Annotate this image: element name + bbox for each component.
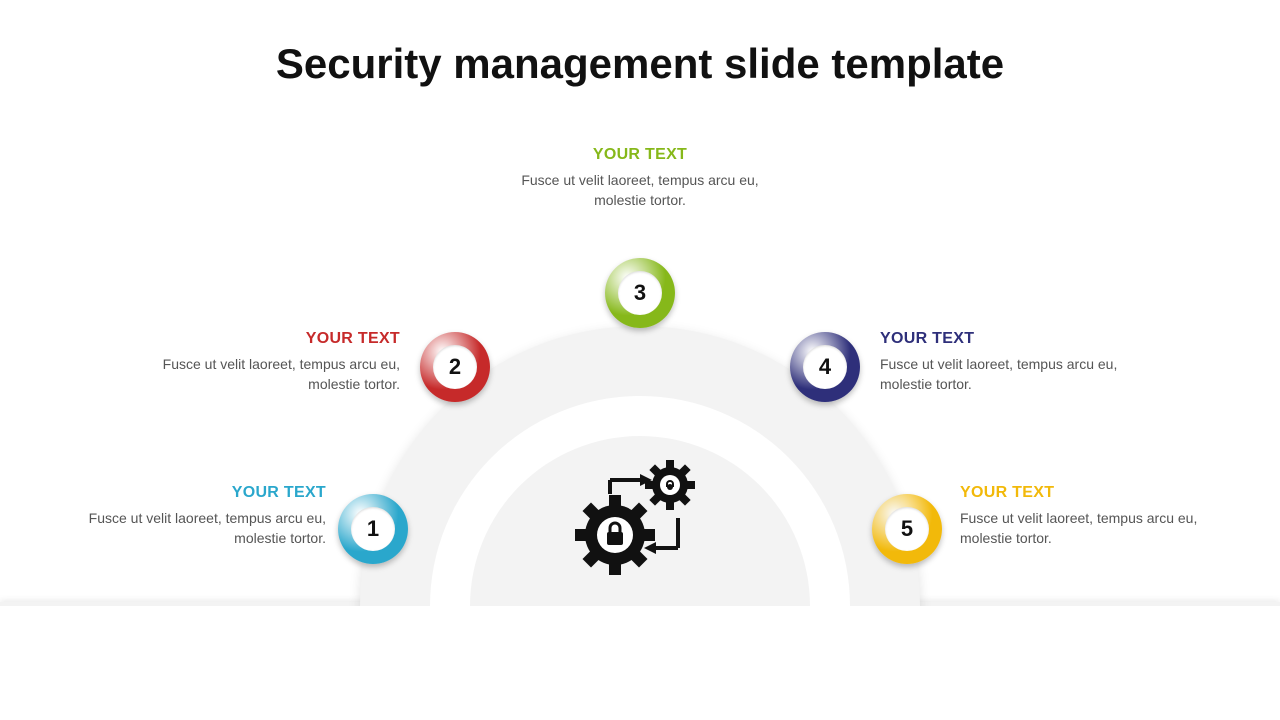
step-body: Fusce ut velit laoreet, tempus arcu eu, … — [960, 508, 1220, 549]
step-number: 5 — [885, 507, 929, 551]
step-text-1: YOUR TEXT Fusce ut velit laoreet, tempus… — [66, 484, 326, 549]
slide-root: Security management slide template — [0, 0, 1280, 720]
step-number: 2 — [433, 345, 477, 389]
step-body: Fusce ut velit laoreet, tempus arcu eu, … — [880, 354, 1140, 395]
step-node-3: 3 — [605, 258, 675, 328]
step-heading: YOUR TEXT — [66, 484, 326, 502]
step-node-2: 2 — [420, 332, 490, 402]
step-node-4: 4 — [790, 332, 860, 402]
step-body: Fusce ut velit laoreet, tempus arcu eu, … — [66, 508, 326, 549]
arc-mask — [0, 606, 1280, 720]
step-node-5: 5 — [872, 494, 942, 564]
step-heading: YOUR TEXT — [960, 484, 1220, 502]
step-number: 4 — [803, 345, 847, 389]
step-heading: YOUR TEXT — [510, 146, 770, 164]
step-body: Fusce ut velit laoreet, tempus arcu eu, … — [140, 354, 400, 395]
step-number: 1 — [351, 507, 395, 551]
step-body: Fusce ut velit laoreet, tempus arcu eu, … — [510, 170, 770, 211]
security-gears-icon — [570, 450, 710, 590]
step-number: 3 — [618, 271, 662, 315]
step-text-3: YOUR TEXT Fusce ut velit laoreet, tempus… — [510, 146, 770, 211]
step-text-4: YOUR TEXT Fusce ut velit laoreet, tempus… — [880, 330, 1140, 395]
slide-title: Security management slide template — [0, 40, 1280, 88]
step-heading: YOUR TEXT — [880, 330, 1140, 348]
step-text-2: YOUR TEXT Fusce ut velit laoreet, tempus… — [140, 330, 400, 395]
step-heading: YOUR TEXT — [140, 330, 400, 348]
step-node-1: 1 — [338, 494, 408, 564]
step-text-5: YOUR TEXT Fusce ut velit laoreet, tempus… — [960, 484, 1220, 549]
